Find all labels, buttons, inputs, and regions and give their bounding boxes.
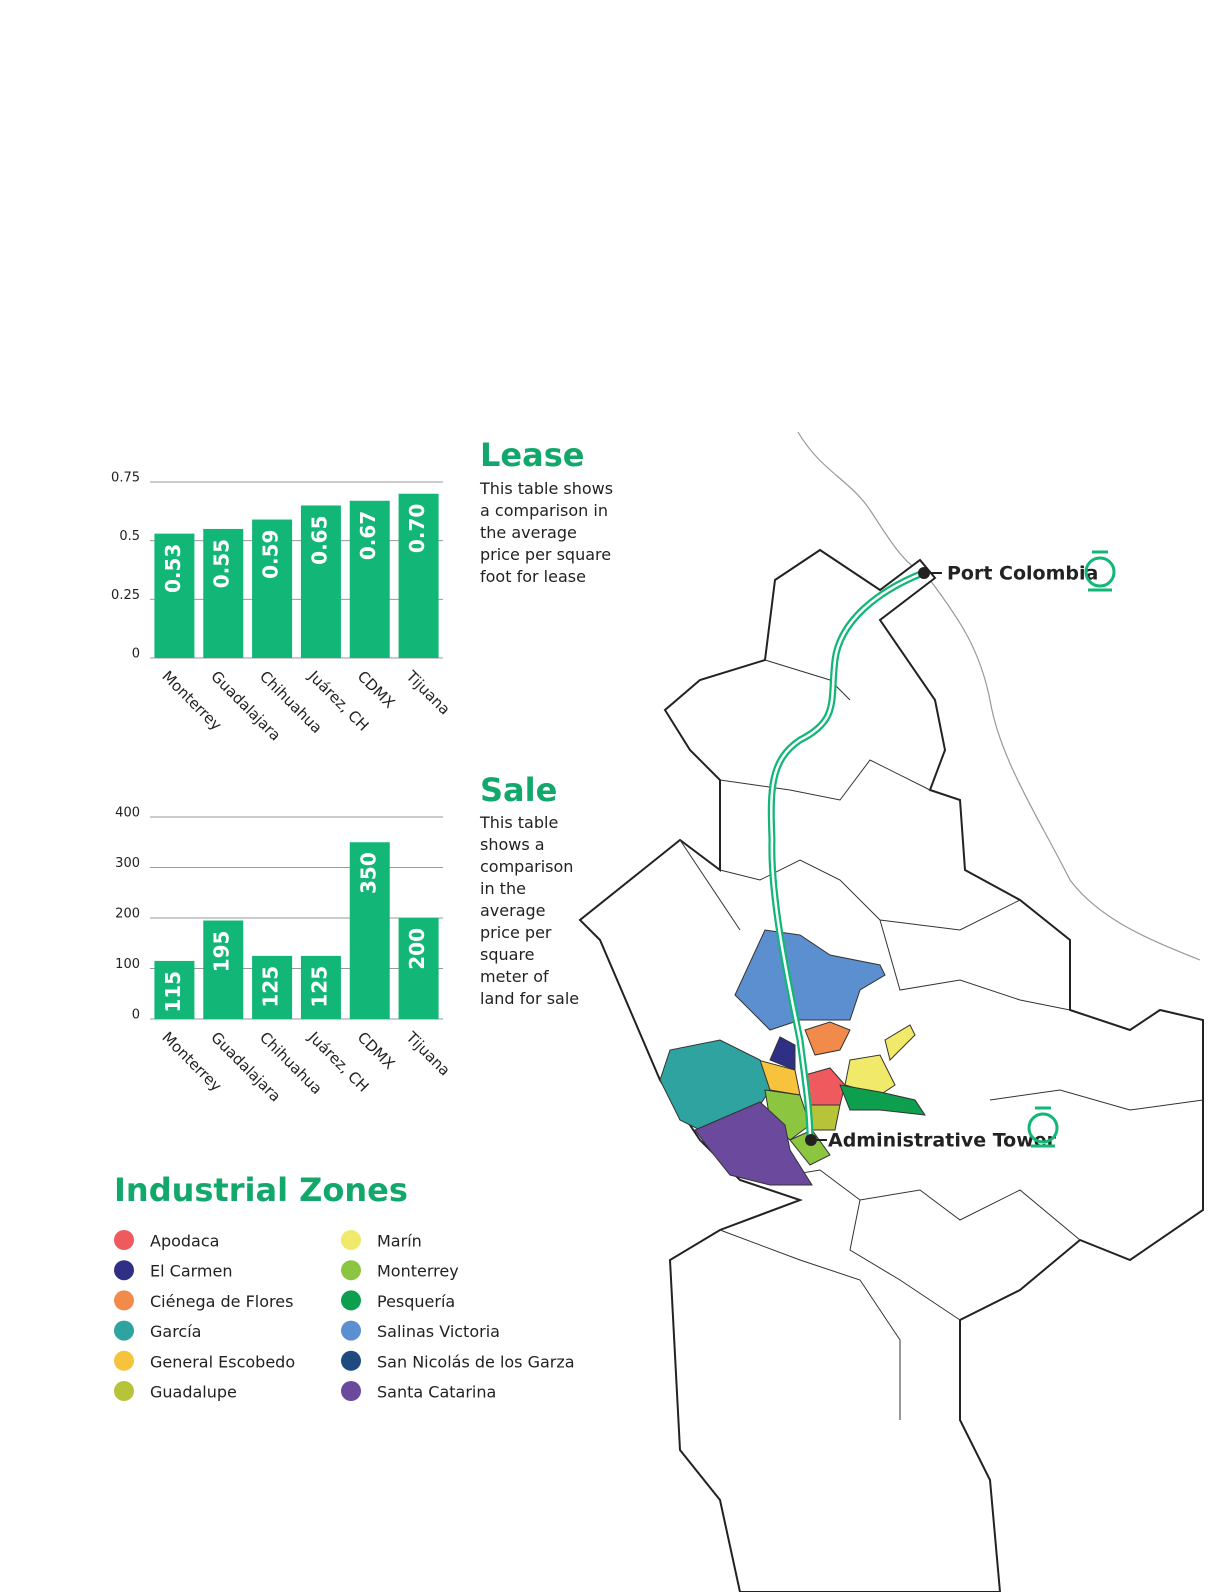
route-inner — [770, 571, 924, 1141]
legend-swatch — [341, 1381, 361, 1401]
zone-santa-catarina — [694, 1101, 813, 1186]
legend-label: Guadalupe — [150, 1383, 237, 1402]
bar — [398, 918, 439, 1019]
legend-label: General Escobedo — [150, 1352, 295, 1371]
y-tick-label: 100 — [115, 957, 140, 972]
x-tick-label: CDMX — [354, 1028, 399, 1073]
legend-swatch — [114, 1230, 134, 1250]
icon — [1084, 550, 1116, 592]
legend-swatch — [341, 1230, 361, 1250]
x-tick-label: CDMX — [354, 667, 399, 712]
icon — [1027, 1106, 1059, 1148]
legend-swatch — [114, 1350, 134, 1371]
zone-el-carmen — [769, 1036, 796, 1071]
value-label: 0.53 — [161, 544, 185, 593]
bar — [349, 500, 390, 658]
zone-cienega — [804, 1021, 851, 1056]
legend-swatch — [114, 1290, 134, 1311]
value-label: 0.67 — [356, 511, 380, 560]
map: Port Colombia Administrative Tower — [578, 431, 1204, 1592]
zone-garcia — [659, 1039, 771, 1131]
legend-swatch — [341, 1260, 361, 1281]
legend-label: Salinas Victoria — [377, 1322, 500, 1341]
y-tick-label: 0.5 — [119, 529, 140, 544]
legend-label: Santa Catarina — [377, 1383, 496, 1402]
port-dot — [918, 567, 930, 579]
map-label: Port Colombia — [947, 563, 1098, 585]
value-label: 0.70 — [405, 504, 429, 553]
legend-swatch — [114, 1381, 134, 1401]
border — [797, 431, 1201, 961]
legend-label: Monterrey — [377, 1262, 459, 1281]
chart-title: Sale — [480, 771, 558, 809]
y-tick-label: 0.25 — [111, 588, 140, 603]
value-label: 0.55 — [210, 539, 234, 588]
zone-pesqueria — [839, 1084, 927, 1116]
y-tick-label: 0.75 — [111, 471, 140, 486]
value-label: 0.59 — [259, 530, 283, 579]
legend-swatch — [341, 1320, 361, 1341]
y-tick-label: 0 — [132, 647, 140, 662]
x-tick-label: Tijuana — [402, 667, 454, 719]
legend-label: Ciénega de Flores — [150, 1292, 293, 1311]
bar — [300, 955, 341, 1019]
value-label: 115 — [161, 971, 185, 1013]
zone-monterrey-b — [789, 1129, 831, 1166]
y-tick-label: 400 — [115, 806, 140, 821]
bar — [252, 955, 293, 1019]
chart-description: This table shows a comparison in the ave… — [480, 479, 614, 586]
value-label: 125 — [259, 966, 283, 1008]
zone-marin-a — [884, 1024, 916, 1061]
bar — [154, 960, 195, 1019]
y-tick-label: 300 — [115, 856, 140, 871]
legend-label: San Nicolás de los Garza — [377, 1352, 575, 1371]
bar — [252, 519, 293, 658]
x-tick-label: Tijuana — [402, 1028, 454, 1080]
value-label: 200 — [405, 928, 429, 970]
legend-swatch — [341, 1350, 361, 1371]
legend-label: El Carmen — [150, 1262, 232, 1281]
bar — [398, 493, 439, 658]
y-tick-label: 200 — [115, 907, 140, 922]
legend-swatch — [341, 1290, 361, 1311]
legend-label: Apodaca — [150, 1232, 219, 1251]
legend-label: Pesquería — [377, 1292, 455, 1311]
bar — [203, 920, 244, 1019]
value-label: 350 — [356, 852, 380, 894]
value-label: 195 — [210, 931, 234, 973]
legend-swatch — [114, 1260, 134, 1281]
region-outline — [578, 548, 1204, 1592]
y-tick-label: 0 — [132, 1008, 140, 1023]
tower-dot — [805, 1134, 817, 1146]
bar — [300, 505, 341, 658]
value-label: 0.65 — [307, 515, 331, 564]
value-label: 125 — [307, 966, 331, 1008]
legend-title: Industrial Zones — [114, 1171, 408, 1209]
legend-label: Marín — [377, 1232, 422, 1251]
map-label: Administrative Tower — [828, 1130, 1057, 1152]
bar — [203, 528, 244, 658]
bar — [349, 842, 390, 1019]
chart-title: Lease — [480, 436, 585, 474]
bar — [154, 533, 195, 658]
zone-guadalupe — [809, 1104, 841, 1131]
zone-salinas-victoria — [734, 929, 886, 1031]
legend-swatch — [114, 1320, 134, 1341]
legend-label: García — [150, 1322, 201, 1341]
chart-description: This table shows a comparison in the ave… — [480, 813, 580, 1008]
zone-marin-b — [844, 1054, 896, 1096]
